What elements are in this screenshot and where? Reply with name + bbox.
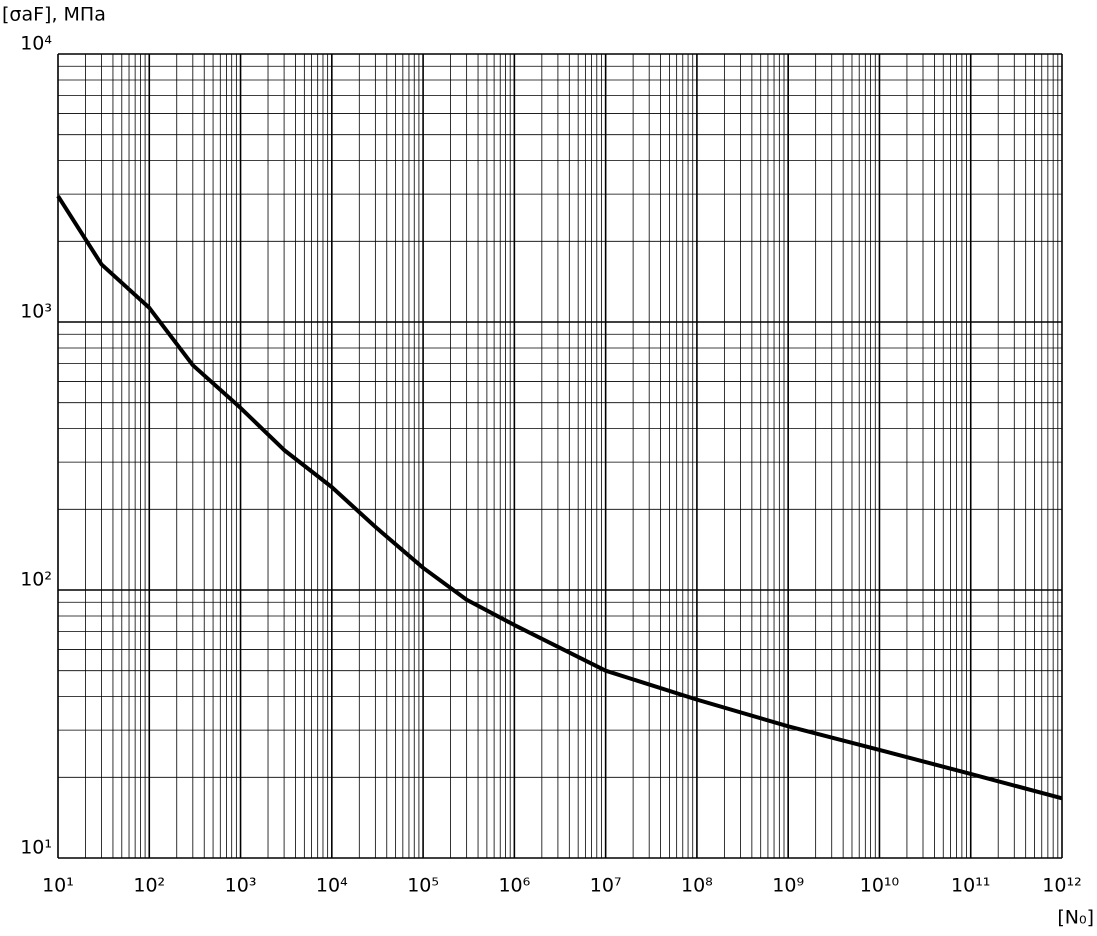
- x-tick-label: 10¹: [42, 875, 74, 897]
- x-tick-label: 10²: [133, 875, 165, 897]
- x-tick-label: 10⁵: [407, 875, 439, 897]
- y-tick-label: 10²: [20, 569, 52, 591]
- x-tick-label: 10⁴: [316, 875, 348, 897]
- x-axis-label: [N₀]: [1057, 907, 1094, 929]
- x-tick-label: 10⁶: [498, 875, 530, 897]
- y-tick-label: 10³: [20, 301, 52, 323]
- x-tick-label: 10¹¹: [951, 875, 990, 897]
- x-tick-label: 10¹⁰: [860, 875, 899, 897]
- x-tick-label: 10⁹: [772, 875, 804, 897]
- data-line: [56, 195, 1063, 801]
- y-tick-label: 10¹: [20, 837, 52, 859]
- y-axis-label: [σaF], МПа: [2, 4, 106, 26]
- x-tick-label: 10¹²: [1042, 875, 1081, 897]
- x-tick-label: 10⁸: [681, 875, 713, 897]
- x-tick-label: 10⁷: [590, 875, 622, 897]
- y-tick-label: 10⁴: [20, 33, 52, 55]
- x-tick-label: 10³: [225, 875, 257, 897]
